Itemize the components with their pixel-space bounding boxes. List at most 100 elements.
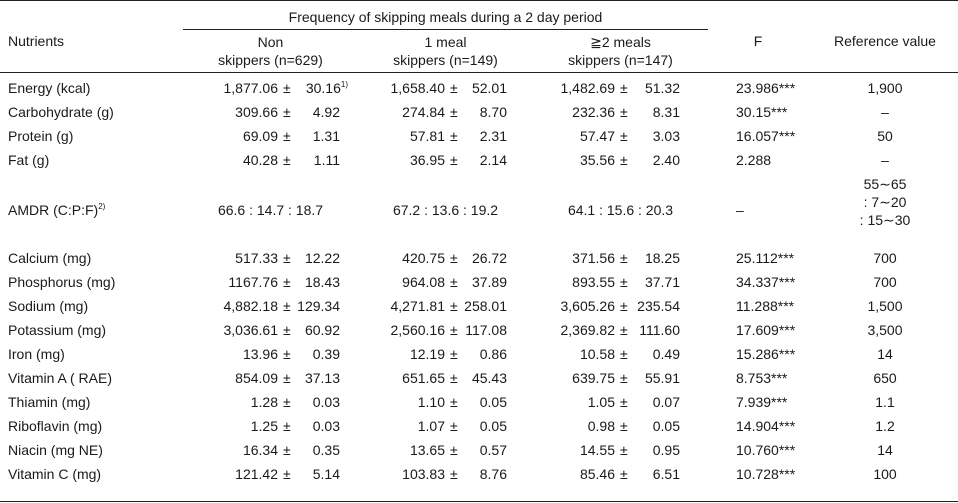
mean-value: 1.05 bbox=[587, 394, 615, 410]
plus-minus: ± bbox=[620, 442, 628, 458]
plus-minus: ± bbox=[450, 274, 458, 290]
plus-minus: ± bbox=[450, 394, 458, 410]
plus-minus: ± bbox=[450, 370, 458, 386]
mean-value: 121.42 bbox=[235, 466, 278, 482]
header-col3-line2: skippers (n=147) bbox=[568, 52, 673, 68]
sd-value: 0.35 bbox=[312, 442, 340, 458]
reference-value: 50 bbox=[877, 128, 893, 144]
mean-value: 420.75 bbox=[402, 250, 445, 266]
f-value: 10.728*** bbox=[736, 466, 796, 482]
plus-minus: ± bbox=[283, 80, 291, 96]
mean-value: 274.84 bbox=[402, 104, 445, 120]
plus-minus: ± bbox=[283, 418, 291, 434]
reference-value: 650 bbox=[873, 370, 897, 386]
plus-minus: ± bbox=[450, 80, 458, 96]
mean-value: 4,271.81 bbox=[390, 298, 446, 314]
sd-value: 4.92 bbox=[312, 104, 340, 120]
mean-value: 0.98 bbox=[587, 418, 615, 434]
nutrient-name: Thiamin (mg) bbox=[8, 394, 91, 410]
mean-value: 1,877.06 bbox=[223, 80, 279, 96]
f-value: 14.904*** bbox=[736, 418, 796, 434]
sd-value: 1.31 bbox=[312, 128, 340, 144]
f-value: 17.609*** bbox=[736, 322, 796, 338]
header-col3-line1: ≧2 meals bbox=[590, 34, 651, 50]
nutrient-name: Niacin (mg NE) bbox=[8, 442, 103, 458]
header-col2-line2: skippers (n=149) bbox=[393, 52, 498, 68]
bottom-rule bbox=[0, 501, 958, 502]
plus-minus: ± bbox=[620, 394, 628, 410]
plus-minus: ± bbox=[620, 128, 628, 144]
nutrient-name: Protein (g) bbox=[8, 128, 74, 144]
plus-minus: ± bbox=[450, 104, 458, 120]
header-reference-value: Reference value bbox=[834, 33, 936, 49]
nutrient-name: Fat (g) bbox=[8, 152, 50, 168]
f-value: 25.112*** bbox=[736, 250, 795, 266]
mean-value: 69.09 bbox=[242, 128, 278, 144]
sd-value: 117.08 bbox=[465, 322, 507, 338]
mean-value: 309.66 bbox=[235, 104, 278, 120]
reference-value: 1,900 bbox=[867, 80, 903, 96]
mean-value: 517.33 bbox=[235, 250, 278, 266]
mean-value: 1167.76 bbox=[228, 274, 278, 290]
f-value: 8.753*** bbox=[736, 370, 788, 386]
plus-minus: ± bbox=[450, 418, 458, 434]
plus-minus: ± bbox=[450, 298, 458, 314]
sd-value: 8.70 bbox=[479, 104, 507, 120]
sd-value: 0.03 bbox=[312, 418, 340, 434]
mean-value: 3,036.61 bbox=[223, 322, 279, 338]
nutrient-name: Calcium (mg) bbox=[8, 250, 92, 266]
plus-minus: ± bbox=[620, 104, 628, 120]
sd-value: 37.89 bbox=[471, 274, 507, 290]
plus-minus: ± bbox=[283, 370, 291, 386]
sd-value: 5.14 bbox=[312, 466, 340, 482]
plus-minus: ± bbox=[620, 274, 628, 290]
nutrient-name: Carbohydrate (g) bbox=[8, 104, 114, 120]
header-col2-line1: 1 meal bbox=[424, 34, 467, 50]
mean-value: 16.34 bbox=[242, 442, 278, 458]
plus-minus: ± bbox=[450, 250, 458, 266]
mean-value: 893.55 bbox=[572, 274, 615, 290]
header-f: F bbox=[753, 33, 763, 49]
header-col1-line2: skippers (n=629) bbox=[218, 52, 323, 68]
reference-value: 1,500 bbox=[867, 298, 903, 314]
sd-value: 2.40 bbox=[652, 152, 680, 168]
sd-value: 60.92 bbox=[304, 322, 340, 338]
f-value: 30.15*** bbox=[736, 104, 788, 120]
nutrient-name: Energy (kcal) bbox=[8, 80, 91, 96]
mean-value: 651.65 bbox=[402, 370, 445, 386]
plus-minus: ± bbox=[283, 346, 291, 362]
sd-value: 37.13 bbox=[304, 370, 340, 386]
mean-value: 639.75 bbox=[572, 370, 615, 386]
sd-value: 8.76 bbox=[479, 466, 507, 482]
mean-value: 57.47 bbox=[579, 128, 615, 144]
sd-value: 0.86 bbox=[479, 346, 507, 362]
reference-value: 14 bbox=[877, 346, 893, 362]
plus-minus: ± bbox=[450, 346, 458, 362]
mean-value: 2,560.16 bbox=[390, 322, 446, 338]
footnote-marker: 1) bbox=[340, 80, 348, 89]
reference-value: – bbox=[881, 152, 889, 168]
plus-minus: ± bbox=[283, 274, 291, 290]
sd-value: 1.11 bbox=[313, 152, 340, 168]
reference-value: 700 bbox=[873, 250, 897, 266]
mean-value: 1.07 bbox=[417, 418, 445, 434]
f-value: 23.986*** bbox=[736, 80, 796, 96]
mean-value: 1.10 bbox=[417, 394, 445, 410]
mean-value: 13.96 bbox=[242, 346, 278, 362]
sd-value: 26.72 bbox=[471, 250, 507, 266]
reference-value: : 15∼30 bbox=[859, 212, 911, 228]
sd-value: 6.51 bbox=[652, 466, 680, 482]
mean-value: 964.08 bbox=[402, 274, 445, 290]
nutrient-name: Vitamin A ( RAE) bbox=[8, 370, 113, 386]
ratio-value: 66.6 : 14.7 : 18.7 bbox=[217, 202, 324, 218]
mean-value: 232.36 bbox=[572, 104, 615, 120]
sd-value: 258.01 bbox=[464, 298, 507, 314]
mean-value: 1.25 bbox=[250, 418, 278, 434]
nutrient-name: Iron (mg) bbox=[8, 346, 65, 362]
sd-value: 2.14 bbox=[479, 152, 507, 168]
mean-value: 12.19 bbox=[409, 346, 445, 362]
header-group-title: Frequency of skipping meals during a 2 d… bbox=[288, 9, 603, 25]
f-value: 11.288*** bbox=[736, 298, 795, 314]
mean-value: 4,882.18 bbox=[223, 298, 279, 314]
mean-value: 2,369.82 bbox=[560, 322, 616, 338]
